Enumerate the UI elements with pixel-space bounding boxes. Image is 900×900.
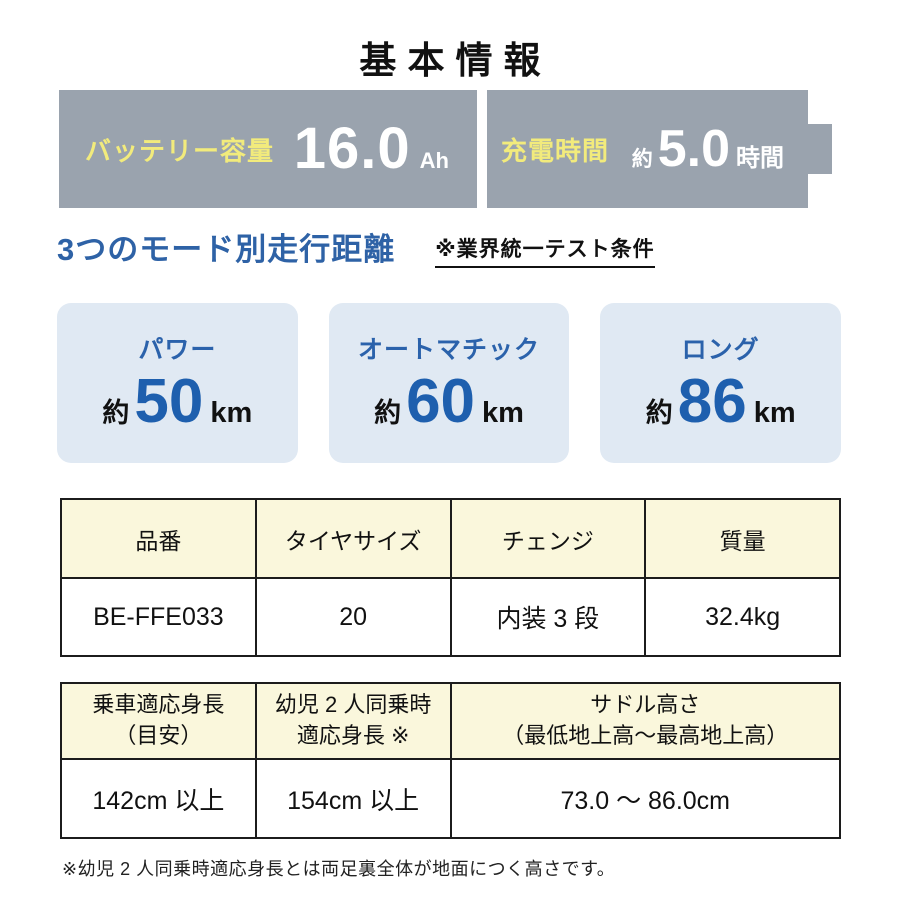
mode-distance-unit: km: [753, 397, 796, 429]
mode-card-power: パワー 約 50 km: [57, 303, 298, 463]
battery-capacity-banner: バッテリー容量 16.0 Ah: [59, 90, 477, 208]
footnote: ※幼児 2 人同乗時適応身長とは両足裏全体が地面につく高さです。: [62, 859, 616, 879]
spec-header-tire-size: タイヤサイズ: [254, 498, 452, 579]
height-header-rider: 乗車適応身長 （目安）: [60, 682, 257, 760]
mode-card-automatic: オートマチック 約 60 km: [328, 303, 570, 463]
mode-approx-prefix: 約: [102, 398, 130, 428]
charge-time-banner: 充電時間 約 5.0 時間: [487, 90, 832, 208]
height-table-header-row: 乗車適応身長 （目安） 幼児 2 人同乗時 適応身長 ※ サドル高さ （最低地上…: [60, 682, 841, 760]
mode-value-group: 約 50 km: [57, 371, 298, 433]
charge-time-value-group: 約 5.0 時間: [632, 123, 784, 175]
height-value-rider: 142cm 以上: [60, 758, 257, 839]
mode-distance-value: 50: [134, 367, 204, 436]
spec-table-header-row: 品番 タイヤサイズ チェンジ 質量: [60, 498, 841, 579]
height-value-saddle: 73.0 ～ 86.0cm: [449, 758, 841, 839]
battery-capacity-label: バッテリー容量: [85, 135, 275, 166]
battery-charge-banners: バッテリー容量 16.0 Ah 充電時間 約 5.0 時間: [59, 90, 832, 208]
mode-approx-prefix: 約: [645, 398, 673, 428]
page-title: 基本情報: [359, 40, 552, 81]
mode-section-heading: 3つのモード別走行距離: [57, 232, 396, 267]
spec-header-gear: チェンジ: [449, 498, 647, 579]
mode-distance-unit: km: [482, 397, 524, 429]
spec-table-value-row: BE-FFE033 20 内装 3 段 32.4kg: [60, 577, 841, 657]
mode-distance-unit: km: [210, 397, 253, 429]
battery-capacity-value: 16.0: [293, 116, 411, 181]
height-header-two-children-line1: 幼児 2 人同乗時: [274, 692, 432, 718]
charge-time-approx-prefix: 約: [631, 148, 653, 171]
mode-label: ロング: [681, 336, 760, 364]
spec-value-tire-size: 20: [254, 577, 452, 657]
spec-table: 品番 タイヤサイズ チェンジ 質量 BE-FFE033 20 内装 3 段 32…: [60, 498, 841, 657]
height-value-two-children: 154cm 以上: [254, 758, 452, 839]
height-header-two-children-line2: 適応身長 ※: [296, 723, 410, 748]
charge-time-value: 5.0: [657, 120, 730, 178]
mode-label: オートマチック: [358, 336, 541, 364]
mode-section-header: 3つのモード別走行距離 ※業界統一テスト条件: [57, 224, 655, 269]
spec-value-model: BE-FFE033: [60, 577, 257, 657]
mode-distance-value: 60: [406, 367, 476, 436]
mode-distance-value: 86: [677, 367, 747, 436]
charge-time-unit: 時間: [736, 145, 784, 172]
battery-capacity-value-group: 16.0 Ah: [294, 120, 449, 178]
mode-approx-prefix: 約: [374, 398, 402, 428]
spec-header-model: 品番: [60, 498, 257, 579]
height-header-saddle-line2: （最低地上高～最高地上高）: [502, 723, 789, 748]
height-header-saddle: サドル高さ （最低地上高～最高地上高）: [449, 682, 841, 760]
height-table: 乗車適応身長 （目安） 幼児 2 人同乗時 適応身長 ※ サドル高さ （最低地上…: [60, 682, 841, 839]
height-table-value-row: 142cm 以上 154cm 以上 73.0 ～ 86.0cm: [60, 758, 841, 839]
height-header-rider-line1: 乗車適応身長: [92, 692, 225, 718]
mode-label: パワー: [138, 336, 217, 364]
mode-card-long: ロング 約 86 km: [600, 303, 842, 463]
spec-header-weight: 質量: [644, 498, 841, 579]
spec-value-gear: 内装 3 段: [449, 577, 647, 657]
height-header-two-children: 幼児 2 人同乗時 適応身長 ※: [254, 682, 452, 760]
height-header-rider-line2: （目安）: [114, 723, 203, 748]
test-condition-note: ※業界統一テスト条件: [435, 233, 655, 268]
height-header-saddle-line1: サドル高さ: [590, 692, 701, 718]
battery-terminal-shape: [808, 124, 832, 174]
battery-capacity-unit: Ah: [419, 148, 449, 173]
charge-time-label: 充電時間: [501, 135, 610, 166]
mode-value-group: 約 86 km: [600, 371, 841, 433]
mode-distance-cards: パワー 約 50 km オートマチック 約 60 km ロング 約 86 km: [57, 303, 842, 463]
spec-value-weight: 32.4kg: [644, 577, 841, 657]
mode-value-group: 約 60 km: [329, 371, 570, 433]
